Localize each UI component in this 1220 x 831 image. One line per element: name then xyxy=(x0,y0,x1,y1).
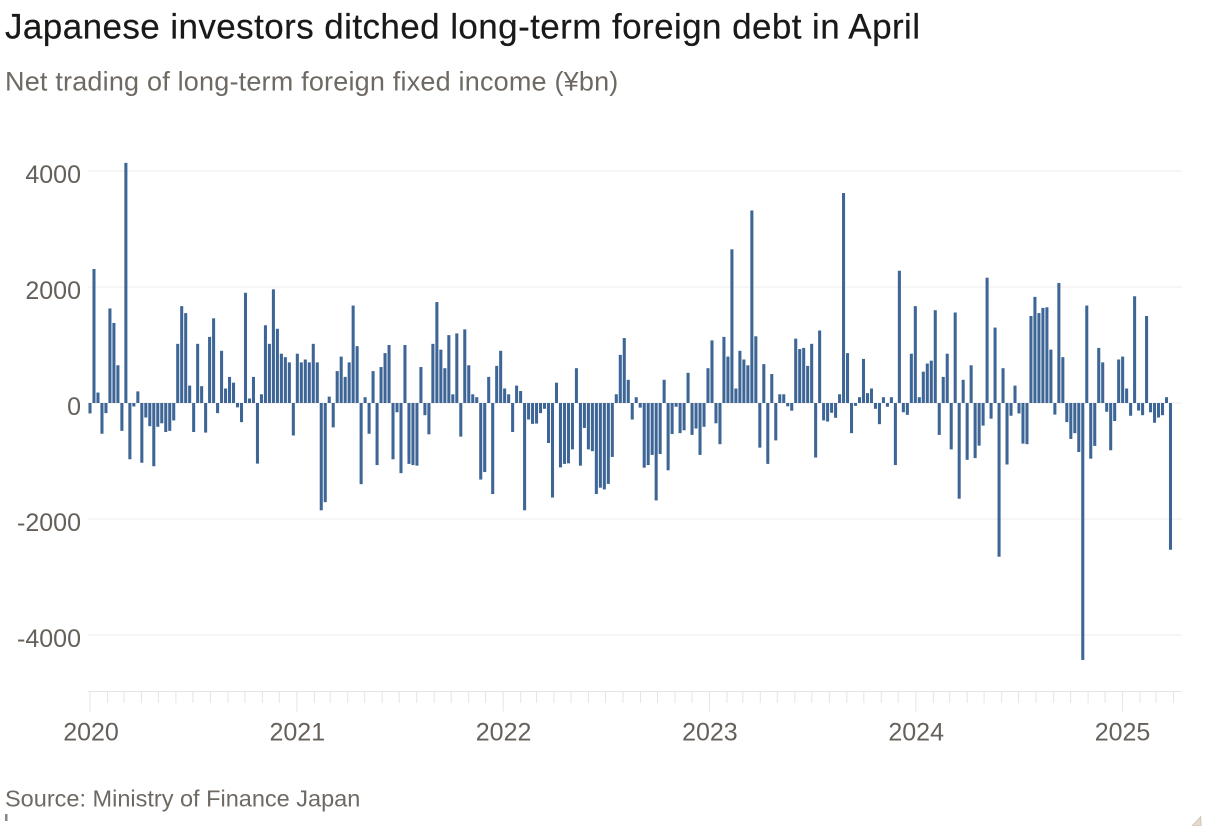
svg-text:2022: 2022 xyxy=(476,719,532,747)
svg-text:-2000: -2000 xyxy=(17,509,81,537)
svg-text:2024: 2024 xyxy=(888,719,944,747)
svg-text:-4000: -4000 xyxy=(17,625,81,653)
svg-text:2025: 2025 xyxy=(1095,719,1151,747)
svg-text:2020: 2020 xyxy=(63,719,119,747)
svg-text:0: 0 xyxy=(67,393,81,421)
svg-text:2021: 2021 xyxy=(269,719,325,747)
svg-text:Japanese investors ditched lon: Japanese investors ditched long-term for… xyxy=(5,8,920,47)
svg-text:Source: Ministry of Finance Ja: Source: Ministry of Finance Japan xyxy=(5,786,360,812)
svg-text:4000: 4000 xyxy=(25,161,81,189)
svg-text:2000: 2000 xyxy=(25,277,81,305)
svg-text:Net trading of long-term forei: Net trading of long-term foreign fixed i… xyxy=(5,67,619,97)
svg-text:2023: 2023 xyxy=(682,719,738,747)
